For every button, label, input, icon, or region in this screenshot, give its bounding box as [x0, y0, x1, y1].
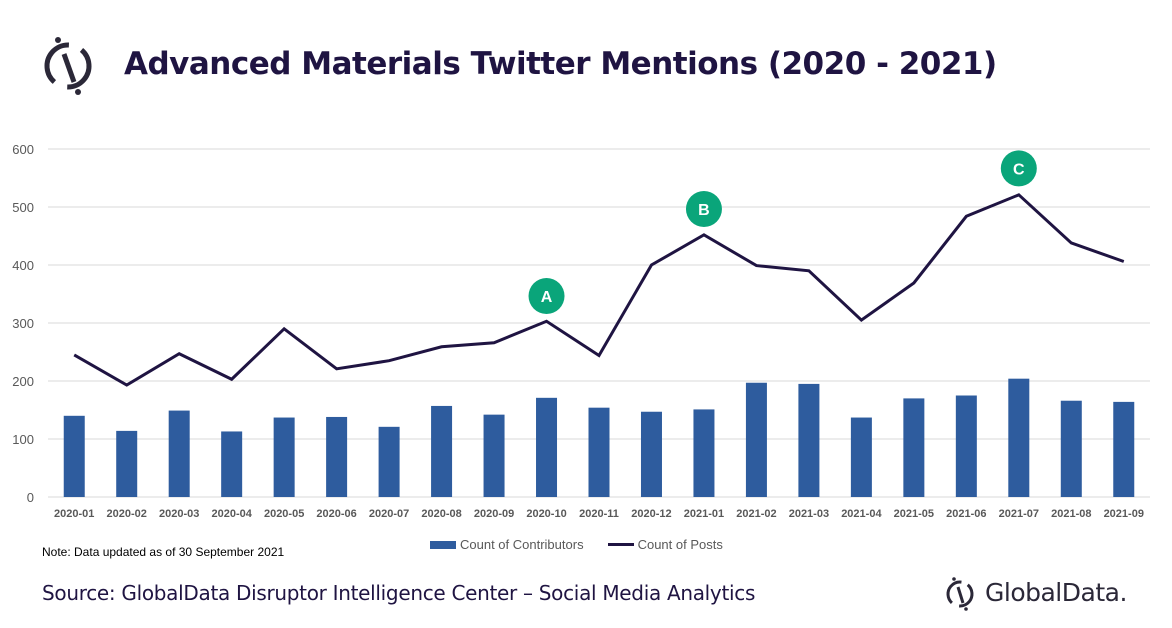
- x-tick-label: 2020-11: [579, 508, 619, 520]
- y-tick-label: 0: [27, 490, 34, 505]
- brand-name: GlobalData.: [985, 578, 1127, 607]
- bar: [431, 405, 453, 497]
- y-tick-label: 500: [12, 200, 34, 215]
- x-tick-label: 2021-04: [841, 508, 882, 520]
- x-tick-label: 2021-03: [789, 508, 829, 520]
- x-tick-label: 2020-07: [369, 508, 409, 520]
- legend-label: Count of Posts: [637, 537, 723, 552]
- note: Note: Data updated as of 30 September 20…: [42, 545, 285, 559]
- bar: [1060, 400, 1082, 497]
- x-tick-label: 2020-04: [211, 508, 252, 520]
- x-tick-label: 2020-03: [159, 508, 199, 520]
- bar: [588, 407, 610, 497]
- bar: [378, 426, 400, 497]
- annotation-marker: [1000, 150, 1037, 187]
- x-tick-label: 2021-09: [1104, 508, 1144, 520]
- source: Source: GlobalData Disruptor Intelligenc…: [42, 581, 756, 605]
- bar: [640, 411, 662, 497]
- annotation-label: A: [541, 289, 553, 306]
- x-tick-label: 2021-07: [999, 508, 1039, 520]
- x-tick-label: 2020-12: [631, 508, 671, 520]
- posts-line: [73, 193, 1125, 387]
- legend-swatch-bar: [430, 540, 456, 549]
- y-tick-label: 200: [12, 374, 34, 389]
- bar: [798, 383, 820, 497]
- legend-label: Count of Contributors: [460, 537, 584, 552]
- bar: [63, 415, 85, 497]
- bar: [1008, 378, 1030, 497]
- annotation-label: B: [698, 202, 710, 219]
- legend-swatch-line: [607, 543, 634, 546]
- x-tick-label: 2020-02: [107, 508, 147, 520]
- chart-title: Advanced Materials Twitter Mentions (202…: [124, 46, 997, 82]
- y-tick-label: 300: [12, 316, 34, 331]
- legend-item-contributors: Count of Contributors: [430, 537, 584, 552]
- x-tick-label: 2020-10: [526, 508, 566, 520]
- annotation-marker: [528, 278, 565, 314]
- x-tick-label: 2021-05: [894, 508, 934, 520]
- x-tick-label: 2020-01: [54, 508, 94, 520]
- bar: [903, 398, 925, 497]
- x-tick-label: 2021-06: [946, 508, 986, 520]
- x-tick-label: 2020-09: [474, 508, 514, 520]
- x-tick-label: 2020-06: [316, 508, 356, 520]
- bar: [168, 410, 190, 497]
- brand-logo: [946, 577, 974, 611]
- header-logo: [44, 37, 92, 95]
- x-tick-label: 2021-02: [736, 508, 776, 520]
- x-tick-label: 2020-08: [421, 508, 461, 520]
- y-tick-label: 400: [12, 258, 34, 273]
- bar: [745, 382, 767, 497]
- x-tick-label: 2020-05: [264, 508, 304, 520]
- bar: [536, 397, 558, 497]
- y-tick-label: 100: [12, 432, 34, 447]
- annotation-marker: [685, 191, 722, 227]
- bar: [1113, 401, 1135, 497]
- annotation-label: C: [1013, 161, 1025, 178]
- legend: Count of Contributors Count of Posts: [430, 537, 723, 552]
- bar: [955, 395, 977, 497]
- bar: [850, 417, 872, 497]
- y-tick-label: 600: [12, 142, 34, 157]
- x-tick-label: 2021-01: [684, 508, 724, 520]
- bar: [483, 414, 505, 497]
- bar: [116, 430, 138, 497]
- bar: [221, 431, 243, 497]
- bar: [693, 409, 715, 497]
- bar: [273, 417, 295, 497]
- bar: [326, 416, 348, 497]
- legend-item-posts: Count of Posts: [607, 537, 723, 552]
- x-tick-label: 2021-08: [1051, 508, 1091, 520]
